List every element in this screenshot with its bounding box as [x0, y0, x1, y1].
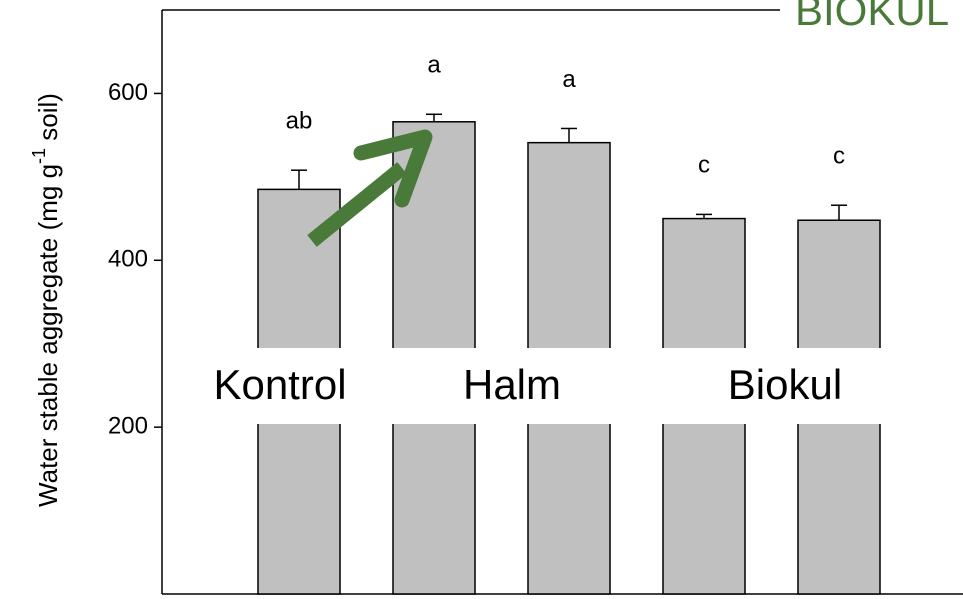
group-label: Biokul	[728, 361, 842, 408]
group-label: Halm	[463, 361, 561, 408]
significance-letter: a	[562, 66, 576, 93]
y-axis-label: Water stable aggregate (mg g-1 soil)	[29, 93, 63, 507]
significance-letter: c	[833, 143, 845, 170]
arrow-head	[353, 129, 433, 208]
significance-letter: a	[427, 52, 441, 79]
y-tick-label: 200	[108, 412, 148, 439]
chart-title: BIOKUL	[795, 0, 949, 34]
significance-letter: c	[698, 152, 710, 179]
y-tick-label: 600	[108, 79, 148, 106]
y-tick-label: 400	[108, 246, 148, 273]
significance-letter: ab	[286, 108, 313, 135]
group-label: Kontrol	[213, 361, 346, 408]
arrow-shaft	[307, 162, 407, 247]
group-label-bg	[170, 348, 910, 424]
